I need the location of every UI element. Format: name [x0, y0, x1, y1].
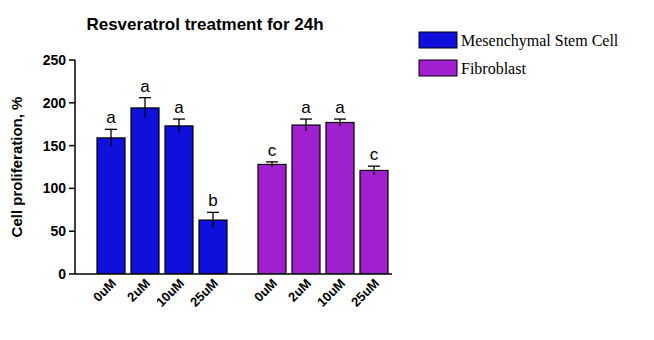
y-tick-label: 150 [43, 138, 67, 154]
x-tick-label: 25uM [348, 276, 382, 310]
x-tick-label: 0uM [90, 276, 119, 305]
x-tick-label: 10uM [314, 276, 348, 310]
significance-letter: c [370, 145, 379, 164]
error-bar [300, 119, 312, 131]
error-line [110, 129, 111, 146]
y-tick-label: 100 [43, 180, 67, 196]
y-tick [69, 59, 75, 61]
legend: Mesenchymal Stem Cell Fibroblast [419, 32, 619, 77]
x-tick-label: 0uM [251, 276, 280, 305]
bar [131, 108, 159, 274]
legend-swatch [419, 60, 457, 76]
error-bar [173, 119, 185, 133]
error-bar [207, 212, 219, 227]
y-tick-label: 200 [43, 95, 67, 111]
y-tick [69, 102, 75, 104]
error-bar [139, 98, 151, 119]
y-tick-label: 250 [43, 52, 67, 68]
y-tick [69, 188, 75, 190]
error-bar [266, 162, 278, 167]
y-tick [69, 273, 75, 275]
error-cap [266, 161, 278, 162]
y-tick [69, 230, 75, 232]
x-tick-label: 10uM [153, 276, 187, 310]
y-tick-label: 0 [58, 266, 66, 282]
x-tick-label: 2uM [124, 276, 153, 305]
significance-letter: c [268, 141, 277, 160]
legend-label: Fibroblast [461, 60, 526, 77]
error-line [144, 98, 145, 119]
bar [165, 126, 193, 274]
title: Resveratrol treatment for 24h [86, 15, 323, 34]
error-cap [334, 118, 346, 119]
x-tick-label: 2uM [285, 276, 314, 305]
error-line [178, 119, 179, 133]
bar [360, 170, 388, 274]
error-line [305, 119, 306, 131]
y-axis-label: Cell proliferation, % [8, 97, 25, 238]
significance-letter: a [106, 108, 116, 127]
error-line [271, 162, 272, 167]
error-cap [300, 118, 312, 119]
error-cap [105, 129, 117, 130]
significance-letter: b [208, 191, 217, 210]
error-bar [334, 119, 346, 126]
bar [258, 164, 286, 274]
marks [97, 98, 388, 274]
error-cap [368, 165, 380, 166]
y-axis [74, 60, 76, 274]
significance-letter: a [301, 98, 311, 117]
y-tick-label: 50 [50, 223, 66, 239]
error-bar [105, 129, 117, 146]
bar [292, 125, 320, 274]
significance-letter: a [174, 98, 184, 117]
error-cap [139, 97, 151, 98]
error-bar [368, 166, 380, 175]
bar [199, 220, 227, 274]
error-line [339, 119, 340, 126]
legend-swatch [419, 32, 457, 48]
significance-letter: a [140, 77, 150, 96]
chart: Resveratrol treatment for 24h Cell prolif… [0, 0, 654, 340]
bar [326, 122, 354, 274]
error-cap [173, 118, 185, 119]
significance-letter: a [335, 98, 345, 117]
y-tick [69, 145, 75, 147]
error-line [373, 166, 374, 175]
error-line [212, 212, 213, 227]
x-axis [75, 273, 392, 275]
x-tick-label: 25uM [187, 276, 221, 310]
error-cap [207, 212, 219, 213]
legend-label: Mesenchymal Stem Cell [461, 32, 619, 50]
bar [97, 138, 125, 274]
